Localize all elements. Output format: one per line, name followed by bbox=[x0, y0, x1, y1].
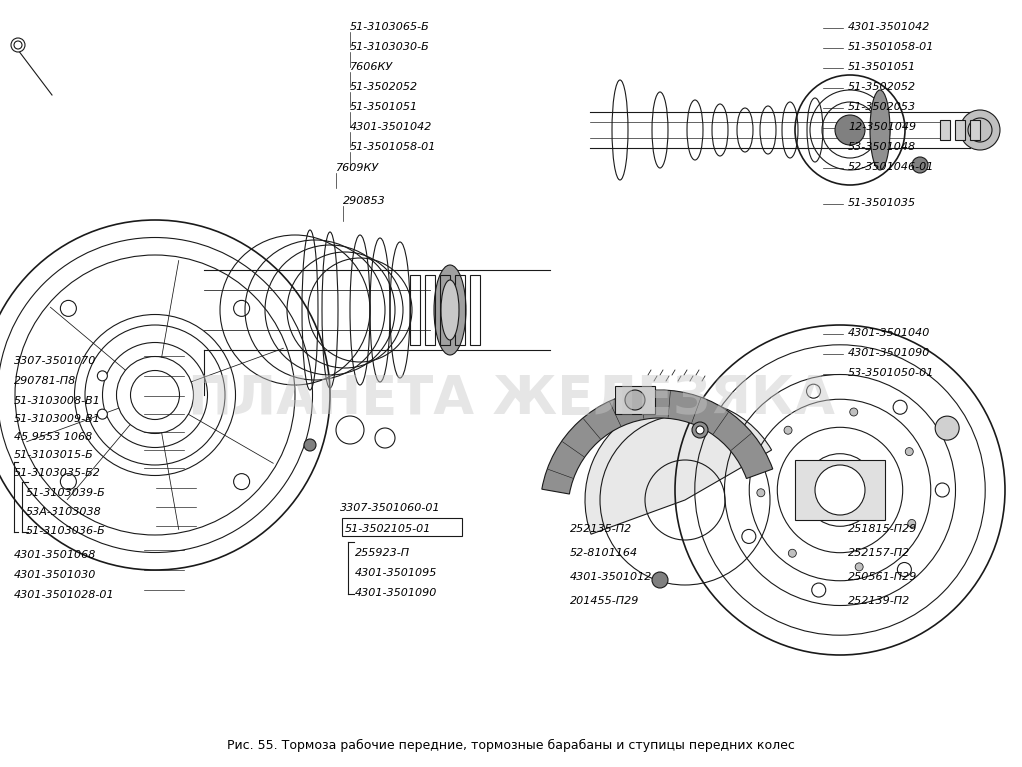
Circle shape bbox=[740, 441, 753, 456]
Circle shape bbox=[935, 416, 960, 440]
Text: 51-3103039-Б: 51-3103039-Б bbox=[26, 488, 105, 498]
Text: 51-3103065-Б: 51-3103065-Б bbox=[350, 22, 429, 32]
Text: 255923-П: 255923-П bbox=[355, 548, 410, 558]
Text: 51-3501035: 51-3501035 bbox=[848, 198, 916, 208]
Circle shape bbox=[97, 371, 107, 381]
Text: 53-3501050-01: 53-3501050-01 bbox=[848, 368, 934, 378]
Text: 4301-3501090: 4301-3501090 bbox=[848, 348, 930, 358]
Text: 201455-П29: 201455-П29 bbox=[570, 596, 640, 606]
Circle shape bbox=[912, 157, 928, 173]
Text: 290853: 290853 bbox=[343, 196, 385, 206]
Text: 51-3103030-Б: 51-3103030-Б bbox=[350, 42, 429, 52]
Circle shape bbox=[849, 408, 857, 416]
Bar bbox=[425, 275, 435, 345]
Ellipse shape bbox=[434, 265, 466, 355]
Text: 51-3501058-01: 51-3501058-01 bbox=[848, 42, 934, 52]
Circle shape bbox=[897, 562, 912, 577]
Text: 4301-3501068: 4301-3501068 bbox=[14, 550, 96, 560]
Text: 250561-П29: 250561-П29 bbox=[848, 572, 918, 582]
Text: 51-3103009-В1: 51-3103009-В1 bbox=[14, 414, 101, 424]
Text: 4301-3501095: 4301-3501095 bbox=[355, 568, 437, 578]
Text: 4301-3501042: 4301-3501042 bbox=[350, 122, 432, 132]
Text: 252157-П2: 252157-П2 bbox=[848, 548, 911, 558]
Circle shape bbox=[742, 529, 756, 544]
Text: 252135-П2: 252135-П2 bbox=[570, 524, 633, 534]
Circle shape bbox=[60, 473, 77, 489]
Text: 51-3501051: 51-3501051 bbox=[350, 102, 418, 112]
Text: 4301-3501042: 4301-3501042 bbox=[848, 22, 930, 32]
Bar bbox=[940, 120, 950, 140]
Text: 51-3501051: 51-3501051 bbox=[848, 62, 916, 72]
Text: 7609КУ: 7609КУ bbox=[336, 163, 379, 173]
Circle shape bbox=[788, 549, 796, 558]
Circle shape bbox=[11, 38, 25, 52]
Text: Рис. 55. Тормоза рабочие передние, тормозные барабаны и ступицы передних колес: Рис. 55. Тормоза рабочие передние, тормо… bbox=[227, 739, 795, 752]
Circle shape bbox=[855, 563, 864, 571]
Circle shape bbox=[908, 519, 916, 528]
Text: 4301-3501012: 4301-3501012 bbox=[570, 572, 652, 582]
Circle shape bbox=[757, 489, 764, 497]
Bar bbox=[440, 275, 450, 345]
Bar bbox=[470, 275, 480, 345]
Circle shape bbox=[806, 384, 821, 398]
Text: 4301-3501090: 4301-3501090 bbox=[355, 588, 437, 598]
Ellipse shape bbox=[442, 280, 459, 340]
Text: 3307-3501070: 3307-3501070 bbox=[14, 356, 96, 366]
Text: 4301-3501028-01: 4301-3501028-01 bbox=[14, 590, 114, 600]
Circle shape bbox=[835, 115, 865, 145]
Bar bbox=[615, 386, 655, 414]
Bar bbox=[455, 275, 465, 345]
Circle shape bbox=[935, 483, 949, 497]
Text: 52-8101164: 52-8101164 bbox=[570, 548, 638, 558]
Text: 53-3501048: 53-3501048 bbox=[848, 142, 916, 152]
Text: 51-3103035-Б2: 51-3103035-Б2 bbox=[14, 468, 101, 478]
Bar bbox=[410, 275, 420, 345]
Ellipse shape bbox=[870, 90, 890, 170]
Text: 51-3103036-Б: 51-3103036-Б bbox=[26, 526, 105, 536]
Bar bbox=[970, 120, 980, 140]
Circle shape bbox=[811, 583, 826, 597]
Text: 4301-3501040: 4301-3501040 bbox=[848, 328, 930, 338]
Circle shape bbox=[304, 439, 316, 451]
Text: 3307-3501060-01: 3307-3501060-01 bbox=[340, 503, 440, 513]
Circle shape bbox=[960, 110, 1000, 150]
Text: 51-3502052: 51-3502052 bbox=[350, 82, 418, 92]
Text: 251815-П29: 251815-П29 bbox=[848, 524, 918, 534]
Text: 51-3501058-01: 51-3501058-01 bbox=[350, 142, 436, 152]
Text: 290781-П8: 290781-П8 bbox=[14, 376, 77, 386]
Text: 53А-3103038: 53А-3103038 bbox=[26, 507, 102, 517]
Circle shape bbox=[625, 390, 645, 410]
Circle shape bbox=[652, 572, 668, 588]
Circle shape bbox=[893, 400, 908, 414]
Text: 4301-3501030: 4301-3501030 bbox=[14, 570, 96, 580]
Circle shape bbox=[234, 473, 249, 489]
Circle shape bbox=[784, 426, 792, 434]
Text: 51-3103015-Б: 51-3103015-Б bbox=[14, 450, 94, 460]
Text: 7606КУ: 7606КУ bbox=[350, 62, 393, 72]
Bar bbox=[955, 120, 965, 140]
Circle shape bbox=[97, 409, 107, 419]
Circle shape bbox=[696, 426, 704, 434]
Circle shape bbox=[60, 301, 77, 316]
Text: 51-3502052: 51-3502052 bbox=[848, 82, 916, 92]
Bar bbox=[342, 518, 462, 536]
Text: 45 9553 1068: 45 9553 1068 bbox=[14, 432, 92, 442]
Text: ПЛАНЕТА ЖЕЛЕЗЯКА: ПЛАНЕТА ЖЕЛЕЗЯКА bbox=[187, 373, 835, 425]
Circle shape bbox=[234, 301, 249, 316]
Text: 12-3501049: 12-3501049 bbox=[848, 122, 916, 132]
Text: 252139-П2: 252139-П2 bbox=[848, 596, 911, 606]
Text: 51-3103008-В1: 51-3103008-В1 bbox=[14, 396, 101, 406]
Bar bbox=[795, 460, 885, 520]
Wedge shape bbox=[542, 390, 773, 494]
Text: 51-3502053: 51-3502053 bbox=[848, 102, 916, 112]
Wedge shape bbox=[585, 400, 772, 534]
Circle shape bbox=[692, 422, 708, 438]
Text: 52-3501046-01: 52-3501046-01 bbox=[848, 162, 934, 172]
Text: 51-3502105-01: 51-3502105-01 bbox=[345, 524, 431, 534]
Circle shape bbox=[905, 448, 914, 456]
Circle shape bbox=[815, 465, 865, 515]
